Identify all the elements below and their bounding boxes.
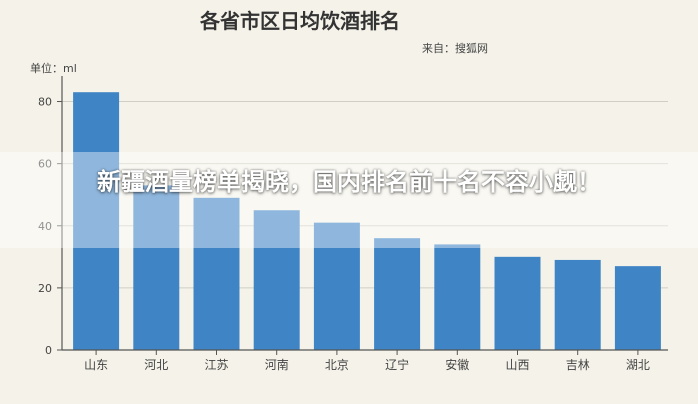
x-tick-label: 江苏 — [204, 358, 228, 372]
x-tick-label: 山东 — [84, 358, 108, 372]
x-tick-label: 安徽 — [445, 357, 469, 372]
bar-7 — [434, 244, 481, 350]
bar-6 — [374, 238, 421, 350]
chart-title: 各省市区日均饮酒排名 — [199, 9, 400, 33]
x-tick-label: 吉林 — [566, 358, 590, 372]
bar-2 — [133, 185, 180, 350]
x-tick-label: 河南 — [265, 357, 289, 372]
headline-banner — [0, 152, 698, 248]
bar-3 — [193, 197, 240, 350]
x-tick-label: 河北 — [144, 358, 168, 372]
y-tick-label: 40 — [38, 220, 52, 233]
x-tick-label: 山西 — [505, 358, 529, 372]
bar-9 — [554, 259, 601, 350]
chart-source: 来自：搜狐网 — [422, 41, 488, 55]
unit-label: 单位：ml — [30, 61, 77, 75]
bar-10 — [614, 266, 661, 350]
headline-text: 新疆酒量榜单揭晓，国内排名前十名不容小觑！ — [97, 168, 601, 196]
bar-layer — [73, 92, 661, 350]
y-tick-label: 60 — [38, 158, 52, 171]
x-tick-label: 湖北 — [626, 357, 650, 372]
x-tick-label: 辽宁 — [385, 357, 409, 372]
bar-8 — [494, 256, 541, 350]
label-layer: 0 20 40 60 80 山东 河北 江苏 河南 北京 辽宁 安徽 山西 吉林 湖北 — [38, 96, 650, 372]
y-tick-label: 80 — [38, 96, 52, 109]
y-tick-label: 20 — [38, 282, 52, 295]
bar-4 — [253, 210, 300, 350]
x-tick-label: 北京 — [325, 358, 349, 372]
axis-layer — [57, 76, 668, 355]
bar-1 — [73, 92, 120, 350]
y-tick-label: 0 — [45, 344, 52, 357]
bar-5 — [313, 222, 360, 350]
